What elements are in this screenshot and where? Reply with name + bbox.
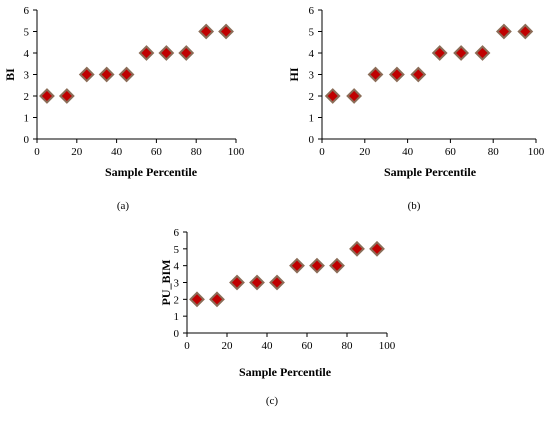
- panel-label: (a): [117, 200, 130, 212]
- x-tick-label: 80: [191, 146, 203, 158]
- x-tick-label: 40: [262, 340, 274, 352]
- x-tick-label: 100: [528, 146, 545, 158]
- y-tick-label: 1: [309, 113, 315, 125]
- data-point: [249, 274, 265, 291]
- data-point: [78, 66, 95, 83]
- data-point: [369, 240, 385, 257]
- data-point: [118, 66, 135, 83]
- y-tick-label: 5: [24, 27, 30, 39]
- y-tick-label: 2: [174, 294, 180, 306]
- y-tick-label: 5: [309, 27, 315, 39]
- data-point: [453, 45, 470, 61]
- y-tick-label: 2: [309, 91, 315, 103]
- chart-panel-0: 0 20 40 60 80 100 0 1 2 3 4 5 6 Sample Percentile BI (a…: [3, 5, 245, 212]
- data-point: [198, 23, 215, 40]
- x-axis-label: Sample Percentile: [384, 165, 477, 179]
- x-tick-label: 40: [402, 146, 414, 158]
- x-tick-label: 0: [319, 146, 325, 158]
- data-point: [346, 88, 363, 104]
- y-tick-label: 1: [174, 311, 180, 323]
- data-point: [349, 240, 365, 257]
- y-tick-label: 3: [309, 70, 315, 82]
- x-axis-label: Sample Percentile: [105, 165, 198, 179]
- data-point: [158, 45, 175, 61]
- data-point: [431, 45, 448, 61]
- data-point: [98, 66, 115, 83]
- data-point: [309, 257, 325, 274]
- x-tick-label: 60: [151, 146, 163, 158]
- x-tick-label: 40: [111, 146, 123, 158]
- panel-label: (c): [266, 395, 279, 407]
- y-tick-label: 3: [24, 70, 30, 82]
- x-tick-label: 0: [184, 340, 190, 352]
- data-point: [178, 45, 195, 61]
- y-tick-label: 4: [24, 48, 30, 60]
- x-tick-label: 20: [71, 146, 83, 158]
- data-point: [367, 66, 384, 83]
- y-tick-label: 4: [309, 48, 315, 60]
- panel-label: (b): [408, 200, 421, 212]
- y-tick-label: 1: [24, 113, 30, 125]
- data-point: [474, 45, 491, 61]
- x-tick-label: 20: [222, 340, 234, 352]
- y-axis-label: HI: [287, 67, 301, 81]
- data-point: [209, 291, 225, 308]
- data-point: [229, 274, 245, 291]
- x-tick-label: 20: [359, 146, 371, 158]
- data-point: [218, 23, 234, 40]
- y-tick-label: 0: [174, 328, 180, 340]
- x-axis-label: Sample Percentile: [239, 365, 332, 379]
- data-point: [269, 274, 285, 291]
- y-axis-label: PU_BIM: [159, 260, 173, 306]
- data-point: [329, 257, 345, 274]
- x-tick-label: 100: [228, 146, 245, 158]
- data-point: [517, 23, 534, 40]
- data-point: [410, 66, 427, 83]
- chart-panel-2: 0 20 40 60 80 100 0 1 2 3 4 5 6 Sample Percentile PU_B…: [159, 227, 396, 407]
- data-point: [388, 66, 405, 83]
- y-tick-label: 2: [24, 91, 30, 103]
- data-point: [39, 88, 55, 104]
- y-tick-label: 4: [174, 261, 180, 273]
- y-tick-label: 0: [309, 134, 315, 146]
- data-point: [58, 88, 75, 104]
- chart-panel-1: 0 20 40 60 80 100 0 1 2 3 4 5 6 Sample Percentile HI (b…: [287, 5, 545, 212]
- data-point: [495, 23, 512, 40]
- x-tick-label: 100: [379, 340, 396, 352]
- data-point: [189, 291, 205, 308]
- y-tick-label: 0: [24, 134, 30, 146]
- x-tick-label: 60: [445, 146, 457, 158]
- y-tick-label: 6: [24, 5, 30, 17]
- x-tick-label: 80: [488, 146, 500, 158]
- data-point: [138, 45, 155, 61]
- y-tick-label: 3: [174, 278, 180, 290]
- x-tick-label: 80: [342, 340, 354, 352]
- x-tick-label: 0: [34, 146, 40, 158]
- x-tick-label: 60: [302, 340, 314, 352]
- y-tick-label: 5: [174, 244, 180, 256]
- data-point: [324, 88, 341, 104]
- y-tick-label: 6: [309, 5, 315, 17]
- y-tick-label: 6: [174, 227, 180, 239]
- y-axis-label: BI: [3, 68, 17, 81]
- data-point: [289, 257, 305, 274]
